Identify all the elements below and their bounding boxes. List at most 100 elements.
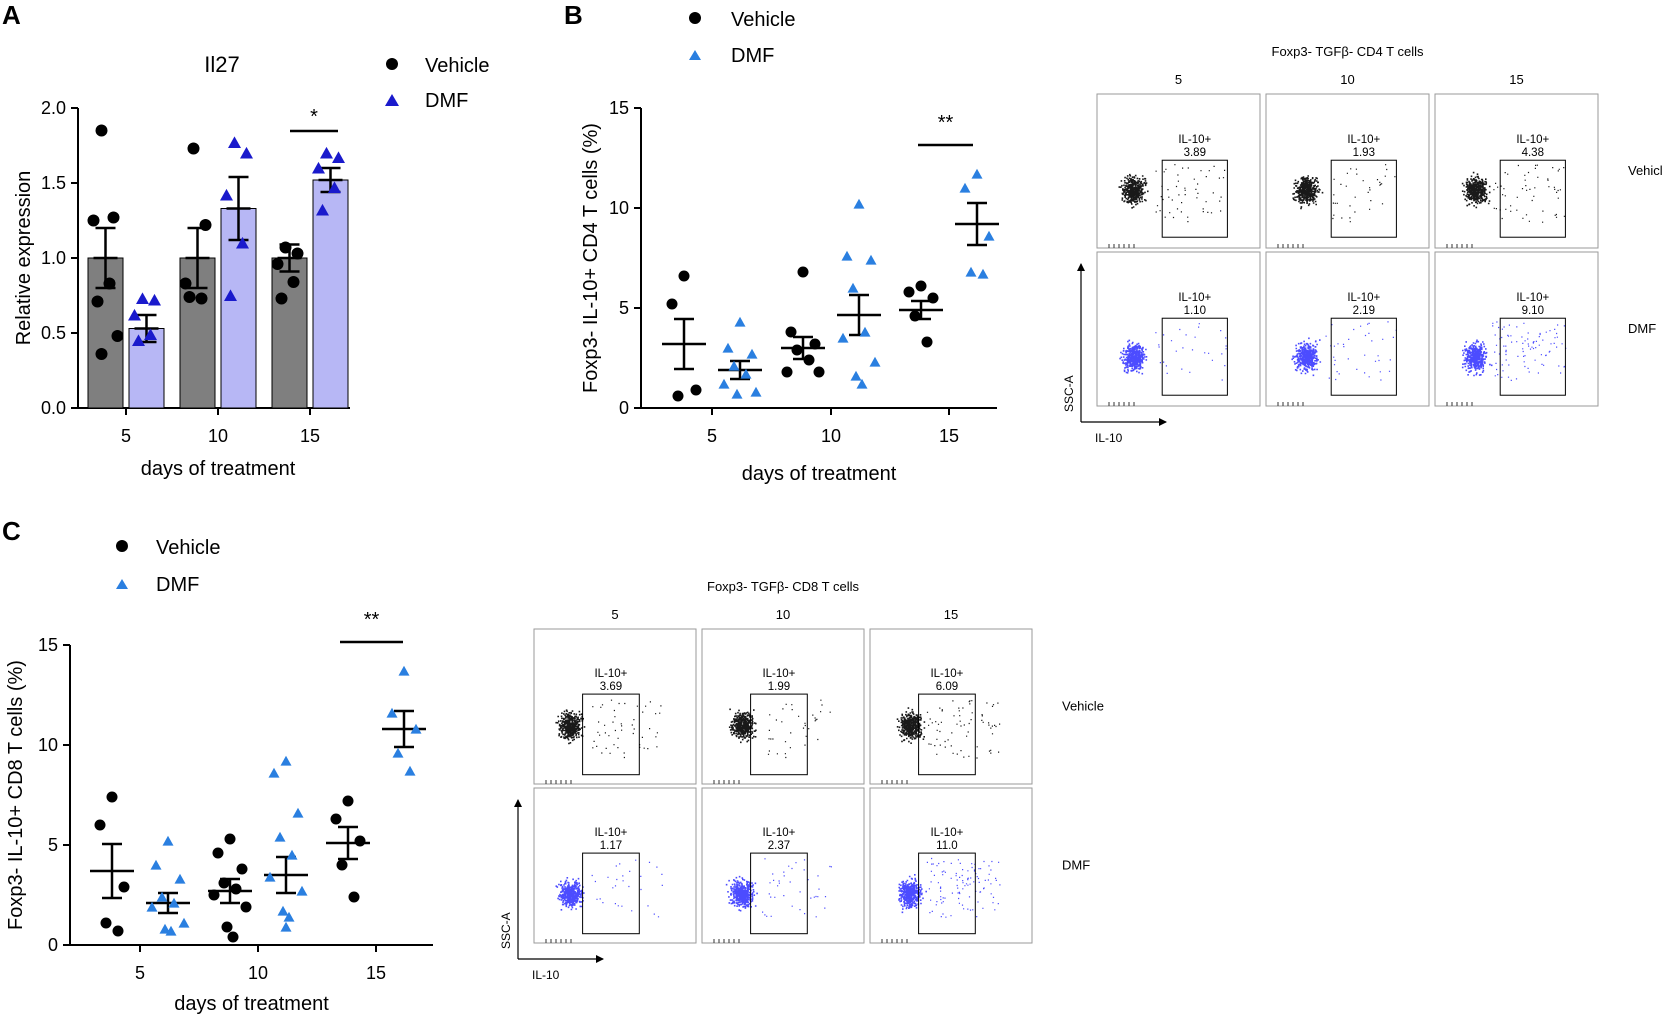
- legend-dmf-marker: [116, 579, 128, 589]
- point-vehicle: [111, 330, 124, 342]
- flow-events: [555, 699, 662, 759]
- point-dmf: [274, 831, 286, 842]
- flow-column-label: 5: [611, 607, 618, 622]
- point-dmf: [404, 765, 416, 776]
- legend-vehicle-marker: [116, 540, 128, 552]
- point-dmf: [410, 723, 422, 734]
- flow-plot-dmf-10: IL-10+2.37: [701, 787, 865, 944]
- legend-dmf-label: DMF: [425, 90, 468, 112]
- flow-grid-cd8: Foxp3- TGFβ- CD8 T cells 5 10 15 Vehicle IL-1…: [499, 579, 1104, 982]
- y-tick-label: 1.0: [41, 248, 66, 268]
- chart-title: Il27: [204, 52, 239, 77]
- point-vehicle: [94, 819, 106, 831]
- point-dmf: [292, 807, 304, 818]
- point-dmf: [312, 161, 325, 174]
- point-dmf: [959, 182, 971, 193]
- point-dmf: [150, 859, 162, 870]
- point-vehicle: [118, 881, 130, 893]
- point-vehicle: [291, 247, 304, 260]
- gate-value: 1.17: [600, 840, 622, 852]
- flow-events: [1119, 323, 1227, 381]
- gate-il10: [1499, 159, 1566, 238]
- y-tick-label: 0.5: [41, 323, 66, 343]
- il10-axis-arrow: [1159, 418, 1167, 426]
- point-dmf: [220, 188, 233, 201]
- x-axis-label: days of treatment: [742, 463, 897, 485]
- chart-c-cd8: 0 5 10 15 5 10 15 days of treatment Foxp3- IL-10…: [5, 609, 433, 1015]
- point-dmf: [859, 326, 871, 337]
- il10-axis-label: IL-10: [1095, 431, 1123, 445]
- bar-dmf: [220, 208, 257, 409]
- point-vehicle: [330, 813, 342, 825]
- flow-plot-frame: [1265, 93, 1430, 249]
- x-tick-label: 15: [366, 963, 386, 983]
- point-dmf: [277, 905, 289, 916]
- flow-plot-frame: [1096, 93, 1261, 249]
- point-dmf: [240, 146, 253, 159]
- point-vehicle: [107, 211, 120, 224]
- x-tick-label: 5: [121, 426, 131, 446]
- point-vehicle: [781, 366, 793, 378]
- point-dmf: [178, 917, 190, 928]
- x-tick-label: 10: [821, 426, 841, 446]
- gate-il10: [750, 693, 808, 776]
- gate-value: 3.69: [600, 681, 622, 693]
- point-dmf: [718, 378, 730, 389]
- y-tick-label: 5: [619, 298, 629, 318]
- point-dmf: [280, 921, 292, 932]
- point-vehicle: [221, 921, 233, 933]
- point-vehicle: [809, 338, 821, 350]
- point-dmf: [136, 292, 149, 305]
- point-dmf: [841, 250, 853, 261]
- point-dmf: [228, 136, 241, 149]
- flow-plot-dmf-15: IL-10+9.10: [1434, 251, 1599, 407]
- point-dmf: [224, 289, 237, 302]
- point-vehicle: [95, 124, 108, 137]
- point-vehicle: [91, 295, 104, 308]
- x-tick-label: 5: [135, 963, 145, 983]
- flow-plot-frame: [869, 628, 1033, 785]
- legend-vehicle-label: Vehicle: [731, 9, 796, 31]
- point-vehicle: [279, 241, 292, 254]
- y-tick-label: 15: [38, 635, 58, 655]
- legend-dmf-marker: [689, 50, 701, 60]
- gate-value: 6.09: [936, 681, 958, 693]
- point-vehicle: [921, 336, 933, 348]
- point-dmf: [296, 885, 308, 896]
- gate-value: 11.0: [936, 840, 958, 852]
- point-dmf: [398, 665, 410, 676]
- gate-value: 3.89: [1184, 147, 1206, 159]
- x-tick-label: 15: [300, 426, 320, 446]
- gate-label: IL-10+: [1178, 292, 1211, 304]
- flow-plot-dmf-5: IL-10+1.10: [1096, 251, 1261, 407]
- point-vehicle: [224, 833, 236, 845]
- gate-il10: [1330, 159, 1397, 238]
- point-dmf: [850, 370, 862, 381]
- point-dmf: [746, 348, 758, 359]
- point-vehicle: [803, 354, 815, 366]
- flow-plot-vehicle-5: IL-10+3.69: [533, 628, 697, 785]
- y-axis-label: Foxp3- IL-10+ CD4 T cells (%): [580, 123, 602, 393]
- point-dmf: [280, 755, 292, 766]
- y-axis-label: Foxp3- IL-10+ CD8 T cells (%): [5, 660, 27, 930]
- legend-dmf-label: DMF: [156, 574, 199, 596]
- gate-label: IL-10+: [1347, 134, 1380, 146]
- chart-a-il27: 0.0 0.5 1.0 1.5 2.0 5 10 15 Il27 days of treatmen…: [13, 52, 350, 480]
- point-dmf: [286, 849, 298, 860]
- y-tick-label: 0: [619, 398, 629, 418]
- point-dmf: [983, 230, 995, 241]
- gate-value: 2.37: [768, 840, 790, 852]
- gate-label: IL-10+: [1516, 134, 1549, 146]
- point-dmf: [386, 707, 398, 718]
- gate-il10: [582, 852, 640, 935]
- gate-il10: [1330, 317, 1397, 396]
- flow-plot-dmf-10: IL-10+2.19: [1265, 251, 1430, 407]
- gate-il10: [750, 852, 808, 935]
- flow-plot-frame: [869, 787, 1033, 944]
- ssc-axis-label: SSC-A: [1062, 375, 1076, 412]
- il10-axis-label: IL-10: [532, 968, 560, 982]
- point-dmf: [236, 236, 249, 249]
- point-vehicle: [236, 863, 248, 875]
- point-vehicle: [95, 348, 108, 360]
- flow-events: [1118, 164, 1226, 223]
